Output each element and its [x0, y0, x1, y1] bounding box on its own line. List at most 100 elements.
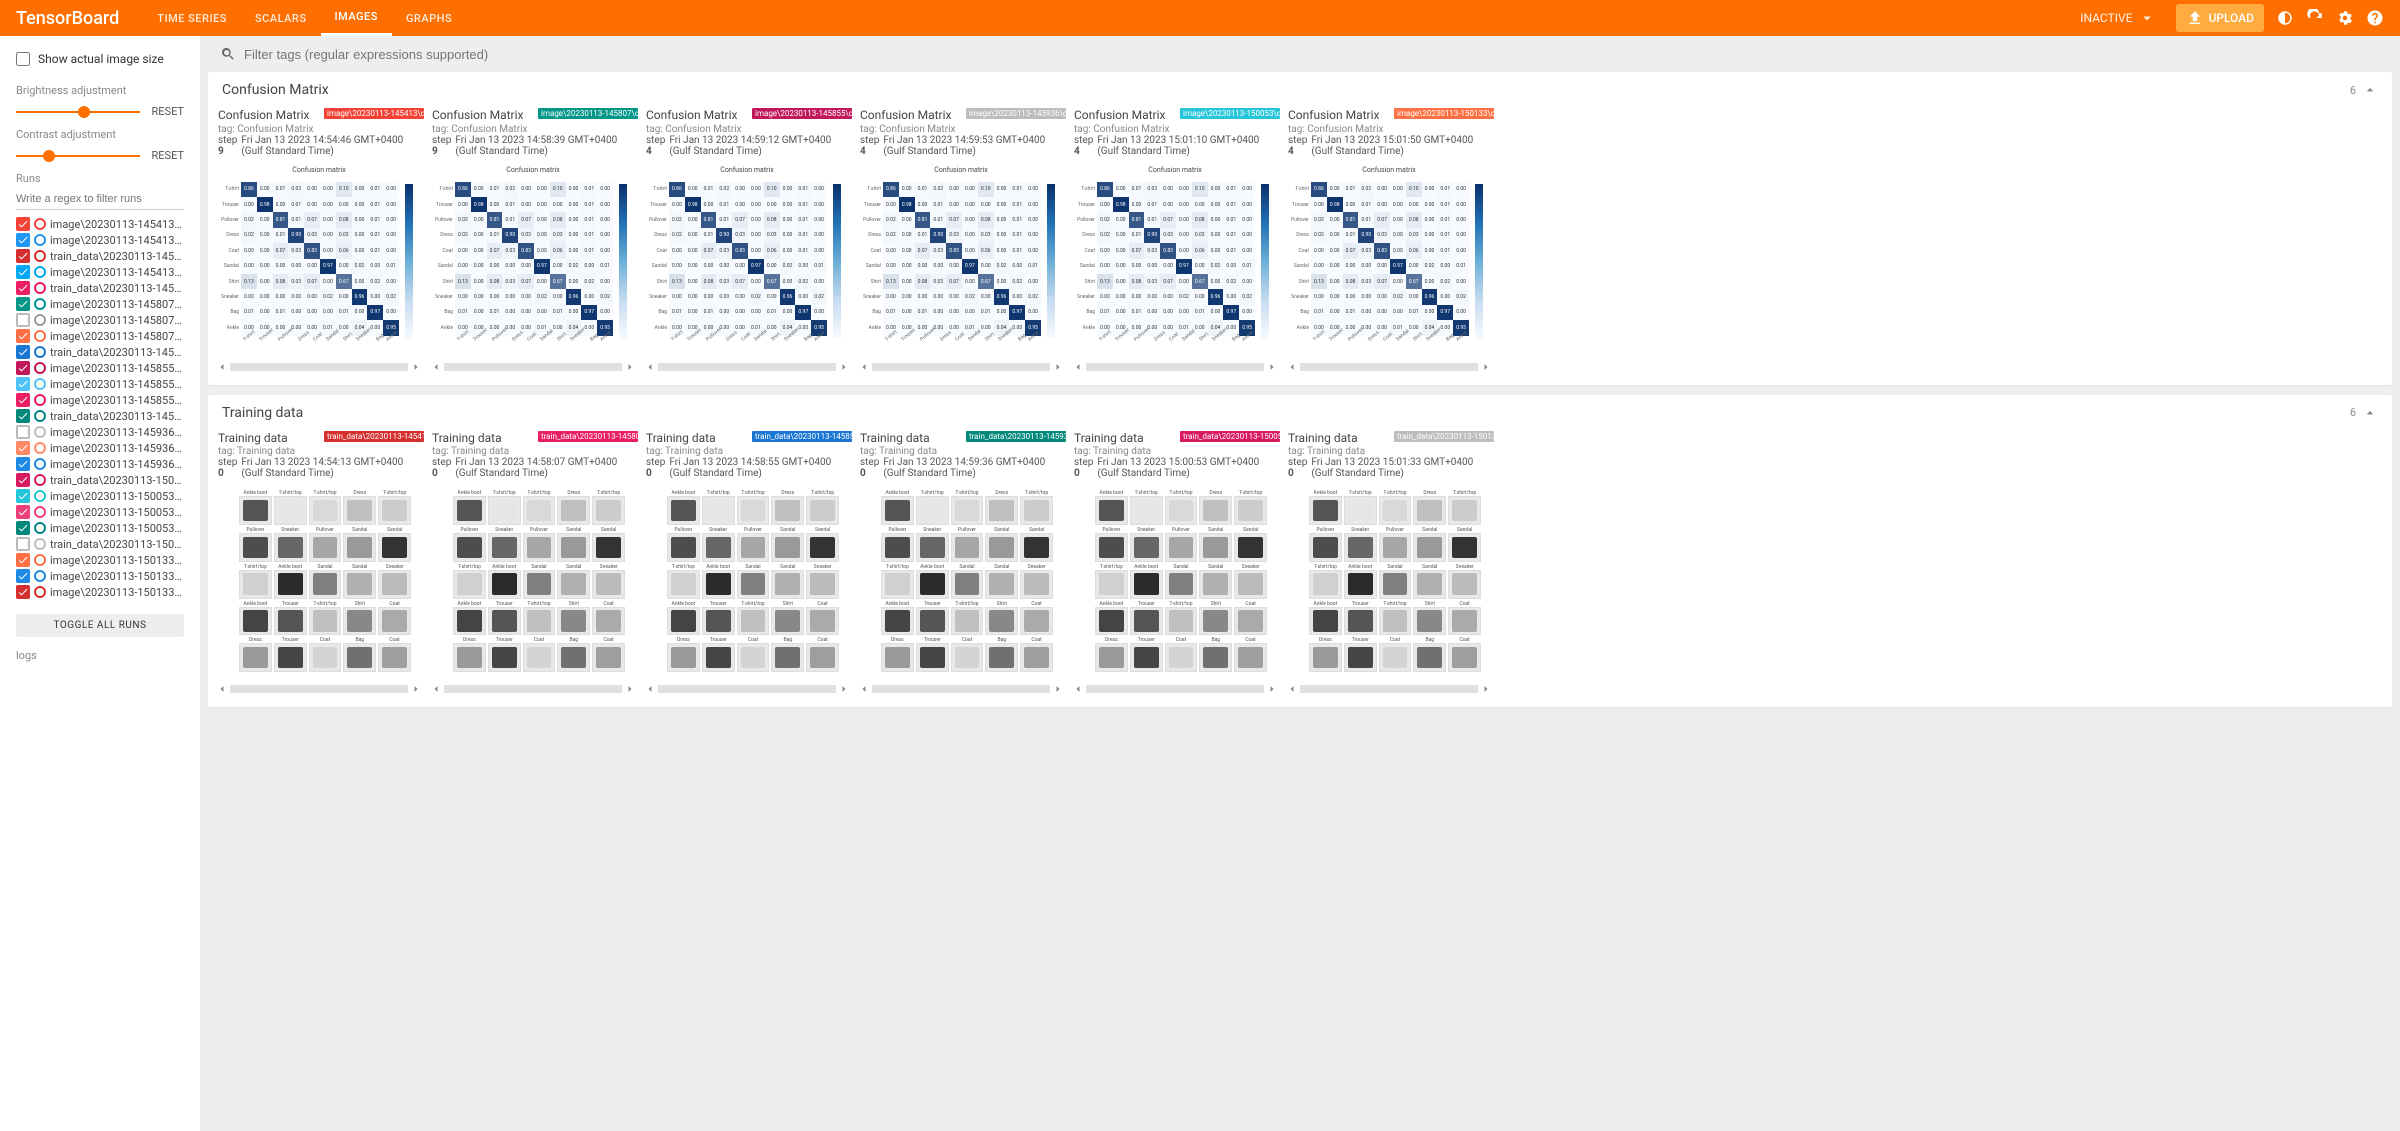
step-track[interactable]	[658, 363, 836, 371]
run-checkbox[interactable]	[16, 313, 30, 327]
run-row[interactable]: image\20230113-145807\cm	[0, 296, 200, 312]
card-image[interactable]: Confusion matrix0.860.000.010.020.000.00…	[646, 161, 848, 357]
run-checkbox[interactable]	[16, 505, 30, 519]
run-row[interactable]: image\20230113-145807\validation	[0, 328, 200, 344]
card-step-slider[interactable]	[856, 683, 1066, 695]
step-track[interactable]	[1086, 363, 1264, 371]
step-prev-icon[interactable]	[1072, 361, 1084, 373]
step-prev-icon[interactable]	[430, 683, 442, 695]
run-checkbox[interactable]	[16, 473, 30, 487]
run-radio[interactable]	[34, 282, 46, 294]
run-row[interactable]: image\20230113-145855\cm	[0, 360, 200, 376]
settings-icon[interactable]	[2336, 9, 2354, 27]
run-radio[interactable]	[34, 330, 46, 342]
run-row[interactable]: train_data\20230113-145413	[0, 248, 200, 264]
step-track[interactable]	[658, 685, 836, 693]
run-checkbox[interactable]	[16, 585, 30, 599]
step-track[interactable]	[872, 685, 1050, 693]
step-prev-icon[interactable]	[216, 683, 228, 695]
tab-time-series[interactable]: TIME SERIES	[143, 0, 241, 36]
run-radio[interactable]	[34, 506, 46, 518]
tab-graphs[interactable]: GRAPHS	[392, 0, 466, 36]
run-radio[interactable]	[34, 346, 46, 358]
run-row[interactable]: image\20230113-150053\train	[0, 504, 200, 520]
run-checkbox[interactable]	[16, 361, 30, 375]
run-row[interactable]: image\20230113-145936\train	[0, 440, 200, 456]
step-next-icon[interactable]	[624, 683, 636, 695]
run-row[interactable]: image\20230113-145855\train	[0, 376, 200, 392]
run-radio[interactable]	[34, 218, 46, 230]
upload-button[interactable]: UPLOAD	[2176, 4, 2264, 32]
run-row[interactable]: train_data\20230113-150052	[0, 472, 200, 488]
run-row[interactable]: train_data\20230113-145935	[0, 408, 200, 424]
step-next-icon[interactable]	[410, 683, 422, 695]
run-row[interactable]: image\20230113-145936\cm	[0, 424, 200, 440]
run-checkbox[interactable]	[16, 265, 30, 279]
run-row[interactable]: image\20230113-150053\validation	[0, 520, 200, 536]
step-track[interactable]	[1086, 685, 1264, 693]
step-prev-icon[interactable]	[1286, 361, 1298, 373]
card-step-slider[interactable]	[428, 683, 638, 695]
step-prev-icon[interactable]	[430, 361, 442, 373]
run-radio[interactable]	[34, 298, 46, 310]
contrast-slider[interactable]: RESET	[16, 149, 184, 162]
run-checkbox[interactable]	[16, 377, 30, 391]
run-checkbox[interactable]	[16, 537, 30, 551]
card-image[interactable]: Confusion matrix0.860.000.010.020.000.00…	[860, 161, 1062, 357]
card-step-slider[interactable]	[1070, 683, 1280, 695]
step-next-icon[interactable]	[624, 361, 636, 373]
step-track[interactable]	[872, 363, 1050, 371]
run-row[interactable]: train_data\20230113-150132	[0, 536, 200, 552]
toggle-all-runs-button[interactable]: TOGGLE ALL RUNS	[16, 614, 184, 637]
card-image[interactable]: Confusion matrix0.860.000.010.020.000.00…	[432, 161, 634, 357]
run-row[interactable]: image\20230113-150133\cm	[0, 552, 200, 568]
run-radio[interactable]	[34, 234, 46, 246]
run-checkbox[interactable]	[16, 521, 30, 535]
card-image[interactable]: Ankle bootT-shirt/topT-shirt/topDressT-s…	[1288, 483, 1490, 679]
step-next-icon[interactable]	[1480, 683, 1492, 695]
run-checkbox[interactable]	[16, 409, 30, 423]
run-row[interactable]: image\20230113-145413\train	[0, 232, 200, 248]
step-track[interactable]	[1300, 685, 1478, 693]
run-radio[interactable]	[34, 250, 46, 262]
run-radio[interactable]	[34, 314, 46, 326]
actual-size-input[interactable]	[16, 52, 30, 66]
run-radio[interactable]	[34, 586, 46, 598]
card-step-slider[interactable]	[856, 361, 1066, 373]
step-next-icon[interactable]	[1480, 361, 1492, 373]
step-track[interactable]	[230, 363, 408, 371]
run-checkbox[interactable]	[16, 297, 30, 311]
run-checkbox[interactable]	[16, 569, 30, 583]
card-step-slider[interactable]	[214, 683, 424, 695]
brightness-slider[interactable]: RESET	[16, 105, 184, 118]
run-checkbox[interactable]	[16, 233, 30, 247]
step-next-icon[interactable]	[1266, 683, 1278, 695]
run-radio[interactable]	[34, 394, 46, 406]
card-step-slider[interactable]	[1070, 361, 1280, 373]
run-row[interactable]: image\20230113-150133\validation	[0, 584, 200, 600]
run-radio[interactable]	[34, 490, 46, 502]
actual-size-checkbox[interactable]: Show actual image size	[0, 44, 200, 74]
run-checkbox[interactable]	[16, 457, 30, 471]
run-radio[interactable]	[34, 474, 46, 486]
step-prev-icon[interactable]	[644, 361, 656, 373]
tab-scalars[interactable]: SCALARS	[241, 0, 321, 36]
run-checkbox[interactable]	[16, 329, 30, 343]
step-track[interactable]	[1300, 363, 1478, 371]
step-next-icon[interactable]	[838, 683, 850, 695]
run-radio[interactable]	[34, 554, 46, 566]
section-header[interactable]: Training data6	[208, 395, 2392, 431]
card-step-slider[interactable]	[428, 361, 638, 373]
step-next-icon[interactable]	[1052, 683, 1064, 695]
run-radio[interactable]	[34, 426, 46, 438]
card-step-slider[interactable]	[1284, 361, 1494, 373]
run-row[interactable]: image\20230113-150133\train	[0, 568, 200, 584]
step-next-icon[interactable]	[1052, 361, 1064, 373]
run-radio[interactable]	[34, 362, 46, 374]
run-checkbox[interactable]	[16, 393, 30, 407]
run-radio[interactable]	[34, 538, 46, 550]
run-row[interactable]: image\20230113-145413\cm	[0, 216, 200, 232]
run-row[interactable]: image\20230113-145807\train	[0, 312, 200, 328]
status-dropdown[interactable]: INACTIVE	[2072, 5, 2164, 31]
card-image[interactable]: Ankle bootT-shirt/topT-shirt/topDressT-s…	[860, 483, 1062, 679]
